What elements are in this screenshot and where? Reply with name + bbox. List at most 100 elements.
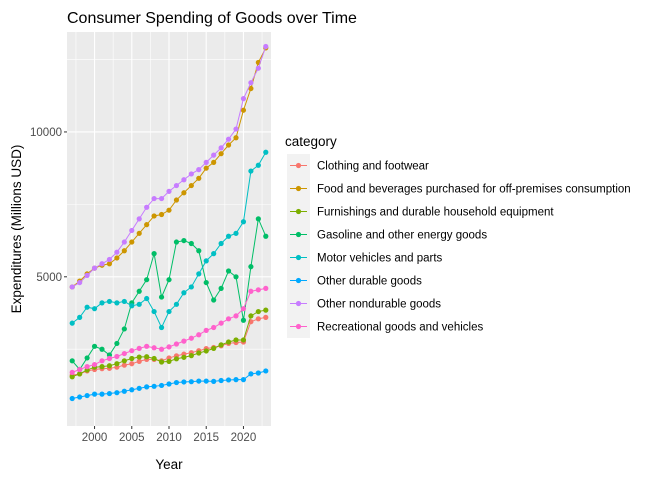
data-point: [263, 149, 269, 155]
legend-item: Food and beverages purchased for off-pre…: [287, 177, 631, 200]
data-point: [173, 341, 180, 347]
series-layer: [69, 43, 269, 402]
data-point: [188, 379, 194, 385]
data-point: [263, 233, 269, 239]
data-point: [218, 342, 224, 348]
data-point: [211, 251, 217, 257]
data-point: [106, 261, 113, 267]
data-point: [255, 370, 261, 376]
data-point: [84, 272, 90, 278]
data-point: [181, 379, 187, 385]
legend-item: Furnishings and durable household equipm…: [287, 200, 554, 223]
data-point: [166, 381, 172, 387]
data-point: [166, 188, 172, 194]
legend-label: Food and beverages purchased for off-pre…: [317, 184, 631, 196]
data-point: [263, 314, 269, 320]
data-point: [181, 237, 187, 244]
data-point: [69, 284, 75, 290]
data-point: [99, 261, 105, 267]
data-point: [166, 277, 172, 283]
data-point: [84, 304, 90, 310]
legend-label: Motor vehicles and parts: [317, 253, 443, 265]
data-point: [173, 182, 180, 189]
series-3: [69, 307, 269, 380]
data-point: [158, 294, 165, 300]
data-point: [106, 390, 113, 397]
data-point: [181, 338, 187, 344]
data-point: [91, 391, 98, 397]
data-point: [136, 354, 142, 360]
data-point: [255, 308, 261, 315]
data-point: [211, 378, 217, 384]
legend-label: Other nondurable goods: [317, 299, 441, 311]
data-point: [144, 204, 150, 210]
x-axis: 2000 2005 2010 2015 2020: [82, 426, 256, 444]
data-point: [106, 298, 113, 305]
data-point: [240, 107, 247, 113]
data-point: [173, 301, 180, 307]
x-tick-label: 2020: [231, 432, 257, 444]
data-point: [121, 326, 127, 332]
legend-key-point: [295, 208, 302, 215]
legend: category Clothing and footwear Food and b…: [285, 134, 631, 338]
data-point: [106, 256, 113, 263]
data-point: [188, 171, 194, 177]
data-point: [158, 195, 165, 202]
data-point: [211, 297, 217, 303]
data-point: [129, 348, 135, 354]
legend-key-point: [295, 277, 302, 284]
data-point: [248, 85, 254, 92]
data-point: [91, 265, 98, 271]
x-tick-label: 2000: [82, 432, 108, 444]
data-point: [248, 288, 254, 294]
data-point: [121, 298, 127, 305]
data-point: [225, 142, 232, 148]
legend-key-point: [295, 254, 302, 261]
data-point: [84, 355, 90, 361]
data-point: [114, 353, 120, 360]
data-point: [218, 151, 224, 157]
data-point: [129, 387, 135, 393]
data-point: [248, 168, 254, 174]
data-point: [151, 213, 157, 219]
data-point: [144, 295, 150, 302]
data-point: [129, 361, 135, 367]
data-point: [225, 233, 232, 239]
series-6: [69, 368, 269, 402]
legend-key-point: [295, 231, 302, 238]
data-point: [151, 308, 157, 315]
data-point: [225, 316, 232, 322]
data-point: [158, 359, 165, 365]
data-point: [114, 300, 120, 306]
data-point: [151, 355, 157, 362]
data-point: [196, 248, 202, 254]
data-point: [151, 383, 157, 389]
data-point: [166, 207, 172, 213]
data-point: [203, 258, 209, 264]
data-point: [158, 324, 165, 331]
data-point: [121, 362, 127, 368]
data-point: [218, 377, 224, 384]
data-point: [188, 182, 194, 189]
data-point: [158, 211, 165, 218]
data-point: [99, 300, 105, 306]
data-point: [240, 337, 247, 343]
data-point: [233, 337, 239, 343]
data-point: [233, 377, 239, 383]
data-point: [225, 136, 232, 142]
legend-label: Furnishings and durable household equipm…: [317, 207, 554, 219]
data-point: [181, 354, 187, 360]
data-point: [263, 285, 269, 291]
data-point: [158, 346, 165, 352]
data-point: [99, 391, 105, 397]
data-point: [196, 175, 202, 181]
data-point: [136, 301, 142, 307]
data-point: [121, 239, 127, 245]
data-point: [203, 348, 209, 354]
data-point: [114, 249, 120, 255]
data-point: [188, 240, 194, 247]
data-point: [203, 279, 209, 286]
y-tick-label: 10000: [30, 127, 62, 139]
data-point: [211, 324, 217, 331]
data-point: [203, 327, 209, 333]
